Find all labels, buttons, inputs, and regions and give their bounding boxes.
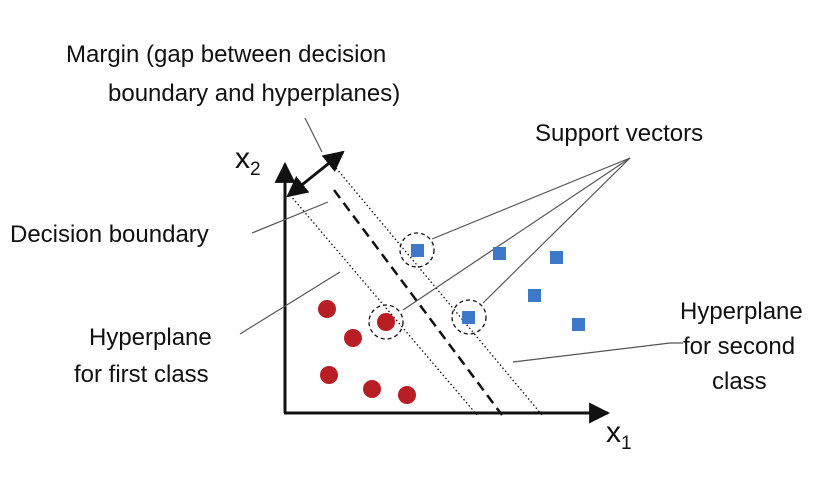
hyperplane-first-label-line2: for first class (74, 361, 209, 388)
support-leader-2 (482, 157, 631, 304)
support-leader-3 (402, 157, 631, 311)
class-two-point (550, 251, 563, 264)
margin-label-line1: Margin (gap between decision (66, 41, 386, 68)
class-two-point (528, 289, 541, 302)
class-one-point (363, 380, 381, 398)
hyperplane-second-label-line1: Hyperplane (680, 298, 803, 325)
decision-boundary-leader (251, 201, 329, 234)
class-two-points (411, 244, 585, 331)
class-one-point (318, 300, 336, 318)
class-one-points (318, 300, 416, 404)
hyperplane-second-leader (512, 342, 683, 363)
y-axis-label: x2 (235, 142, 261, 180)
margin-label-line2: boundary and hyperplanes) (108, 80, 400, 107)
margin-arrow (286, 150, 345, 198)
hyperplane-second-label-line2: for second (683, 333, 795, 360)
class-two-point (572, 318, 585, 331)
hyperplane-first-leader (239, 271, 341, 335)
support-circle (399, 232, 435, 268)
axes: x1 x2 (235, 142, 632, 454)
class-one-point (344, 329, 362, 347)
margin-leader (304, 117, 323, 153)
support-circle (368, 304, 404, 340)
decision-boundary-label: Decision boundary (10, 221, 209, 248)
hyperplane-second-label-line3: class (712, 368, 767, 395)
leader-lines (239, 117, 683, 363)
support-vectors-label: Support vectors (535, 120, 703, 147)
class-one-point (320, 366, 338, 384)
hyperplane-first-label-line1: Hyperplane (89, 324, 212, 351)
class-two-support-point (462, 311, 475, 324)
x-axis-label: x1 (606, 416, 632, 454)
hyperplane-second-class (335, 167, 543, 416)
support-leader-1 (431, 157, 631, 240)
class-one-support-point (377, 313, 395, 331)
class-two-support-point (411, 244, 424, 257)
support-vector-circles (368, 232, 487, 340)
class-two-point (493, 247, 506, 260)
class-one-point (398, 386, 416, 404)
support-circle (451, 299, 487, 335)
